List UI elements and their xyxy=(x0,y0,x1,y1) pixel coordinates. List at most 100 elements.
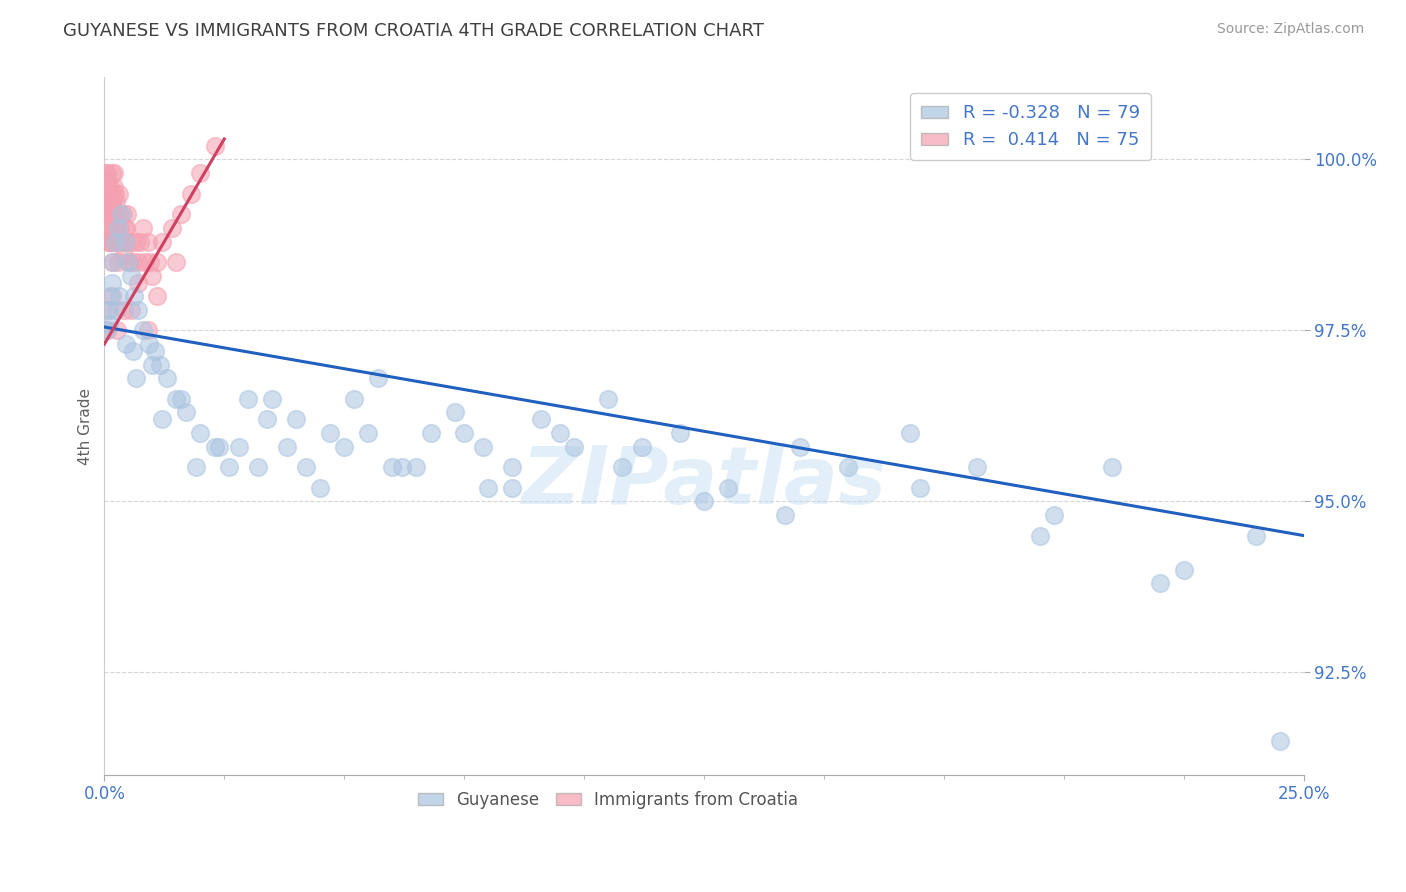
Point xyxy=(122,255,145,269)
Point xyxy=(120,302,142,317)
Point xyxy=(96,173,118,187)
Point xyxy=(100,220,122,235)
Point xyxy=(381,460,404,475)
Point xyxy=(98,289,121,303)
Point xyxy=(141,268,163,283)
Point xyxy=(101,207,124,221)
Point xyxy=(204,138,226,153)
Point xyxy=(405,460,427,475)
Point xyxy=(139,255,162,269)
Point xyxy=(117,207,139,221)
Point xyxy=(96,179,118,194)
Point xyxy=(96,207,118,221)
Point xyxy=(103,200,125,214)
Point xyxy=(110,235,132,249)
Point xyxy=(228,440,250,454)
Point xyxy=(208,440,231,454)
Point xyxy=(98,179,121,194)
Point xyxy=(170,207,193,221)
Legend: Guyanese, Immigrants from Croatia: Guyanese, Immigrants from Croatia xyxy=(411,784,804,815)
Point xyxy=(1149,576,1171,591)
Point xyxy=(97,220,120,235)
Point xyxy=(548,425,571,440)
Point xyxy=(122,289,145,303)
Point xyxy=(146,255,169,269)
Point xyxy=(717,481,740,495)
Point xyxy=(170,392,193,406)
Point xyxy=(115,337,138,351)
Point xyxy=(98,302,121,317)
Point xyxy=(100,194,122,208)
Point xyxy=(96,200,118,214)
Point xyxy=(96,323,118,337)
Point xyxy=(101,289,124,303)
Point xyxy=(105,323,128,337)
Point xyxy=(124,371,146,385)
Point xyxy=(1173,563,1195,577)
Point xyxy=(104,186,127,201)
Point xyxy=(115,220,138,235)
Text: GUYANESE VS IMMIGRANTS FROM CROATIA 4TH GRADE CORRELATION CHART: GUYANESE VS IMMIGRANTS FROM CROATIA 4TH … xyxy=(63,22,763,40)
Point xyxy=(143,343,166,358)
Point xyxy=(188,425,211,440)
Point xyxy=(101,220,124,235)
Point xyxy=(1028,528,1050,542)
Point xyxy=(333,440,356,454)
Point xyxy=(104,220,127,235)
Point xyxy=(132,323,155,337)
Point xyxy=(630,440,652,454)
Point xyxy=(148,358,170,372)
Point xyxy=(96,323,118,337)
Point xyxy=(669,425,692,440)
Point xyxy=(98,186,121,201)
Point xyxy=(107,289,129,303)
Point xyxy=(150,235,173,249)
Point xyxy=(285,412,308,426)
Point xyxy=(107,186,129,201)
Point xyxy=(367,371,389,385)
Point xyxy=(775,508,797,522)
Point xyxy=(530,412,553,426)
Point xyxy=(97,235,120,249)
Point xyxy=(98,235,121,249)
Point xyxy=(165,255,187,269)
Point xyxy=(174,405,197,419)
Point xyxy=(309,481,332,495)
Point xyxy=(97,207,120,221)
Point xyxy=(96,166,118,180)
Point xyxy=(204,440,226,454)
Point xyxy=(111,207,134,221)
Point xyxy=(443,405,465,419)
Point xyxy=(246,460,269,475)
Point xyxy=(101,235,124,249)
Point xyxy=(134,255,156,269)
Point xyxy=(453,425,475,440)
Point xyxy=(180,186,202,201)
Point xyxy=(1268,733,1291,747)
Point xyxy=(100,276,122,290)
Point xyxy=(129,235,152,249)
Point xyxy=(218,460,240,475)
Point xyxy=(107,207,129,221)
Point xyxy=(150,412,173,426)
Point xyxy=(117,255,139,269)
Point xyxy=(256,412,278,426)
Point xyxy=(146,289,169,303)
Point xyxy=(188,166,211,180)
Point xyxy=(97,302,120,317)
Point xyxy=(100,166,122,180)
Point xyxy=(127,302,149,317)
Point xyxy=(898,425,921,440)
Point xyxy=(238,392,260,406)
Point xyxy=(94,186,117,201)
Point xyxy=(97,207,120,221)
Point xyxy=(1043,508,1066,522)
Point xyxy=(564,440,586,454)
Point xyxy=(103,179,125,194)
Point xyxy=(105,235,128,249)
Point xyxy=(105,302,128,317)
Point xyxy=(112,302,135,317)
Point xyxy=(1101,460,1123,475)
Point xyxy=(160,220,183,235)
Point xyxy=(391,460,413,475)
